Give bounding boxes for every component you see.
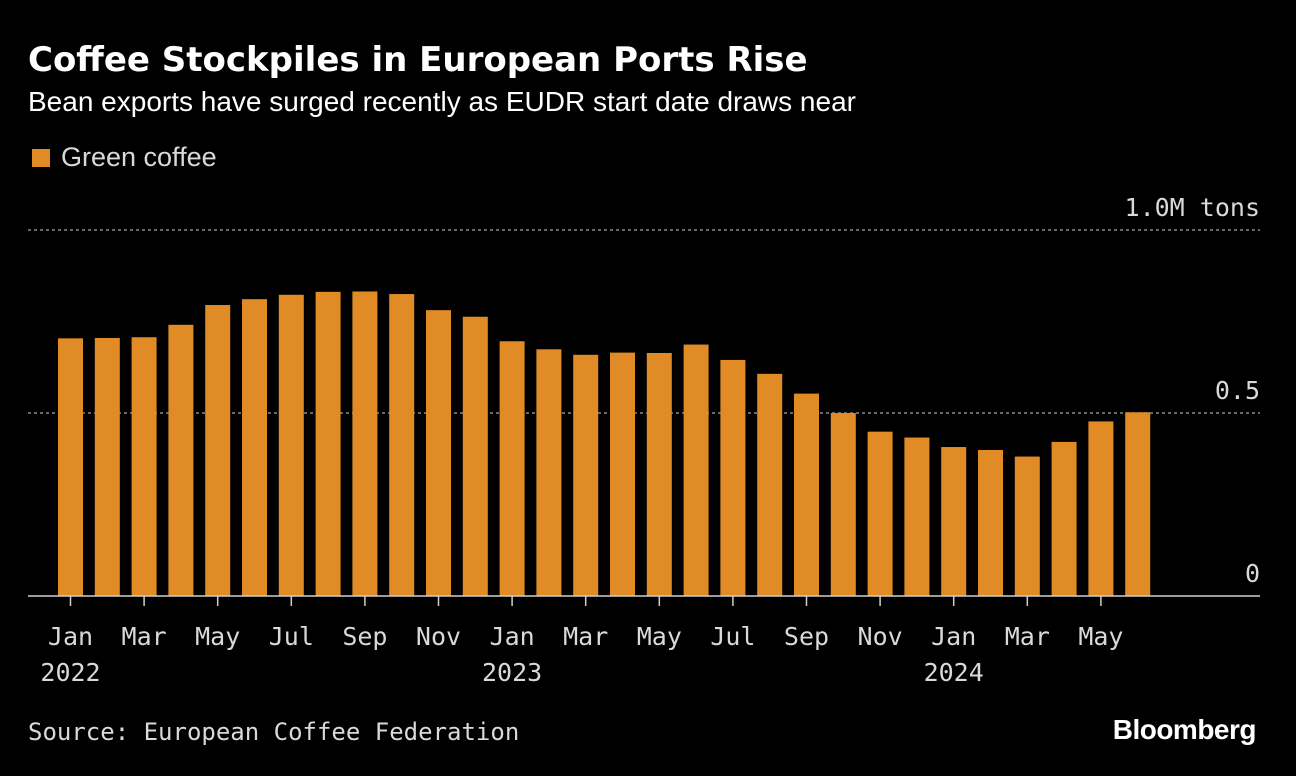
legend-label-green-coffee: Green coffee [61,142,217,172]
bar [58,338,83,596]
bar [352,291,378,596]
x-tick-label-month: May [195,622,240,651]
bar [867,431,893,596]
x-tick-label-month: Jan [931,622,976,651]
bar [426,310,451,596]
bar [646,352,672,596]
bar [573,354,599,596]
bar [205,305,231,596]
bars [58,291,1151,596]
bar [1125,412,1151,596]
bar [683,344,709,596]
y-tick-label: 1.0M tons [1125,193,1260,222]
bar [978,449,1003,596]
bar [757,373,783,596]
bar [720,359,746,596]
x-tick-label-month: Jan [490,622,535,651]
x-tick-label-month: Mar [122,622,167,651]
source-note: Source: European Coffee Federation [28,718,520,746]
x-tick-label-month: Nov [416,622,461,651]
bar [131,337,157,596]
x-tick-label-month: Mar [563,622,608,651]
bar [1088,421,1114,596]
x-tick-label-month: May [1078,622,1123,651]
legend-swatch-green-coffee [32,148,50,167]
y-tick-label: 0 [1245,559,1260,588]
bar [462,316,488,596]
bar [278,294,304,596]
x-tick-label-year: 2022 [40,658,100,687]
chart-title: Coffee Stockpiles in European Ports Rise [28,40,808,80]
bar [904,437,930,596]
bar [794,393,819,596]
bar [315,291,341,596]
x-tick-label-year: 2024 [924,658,984,687]
bar [168,324,194,596]
bar [941,447,967,596]
bloomberg-logo: Bloomberg [1112,714,1257,745]
y-axis-labels: 0 0.5 1.0M tons [1125,193,1260,588]
grid-lines [28,229,1260,414]
x-tick-label-year: 2023 [482,658,542,687]
y-tick-label: 0.5 [1215,376,1260,405]
x-tick-label-month: Jul [269,622,314,651]
x-tick-label-month: Jan [48,622,93,651]
bar [1014,456,1040,596]
bar [242,299,267,596]
x-tick-label-month: Jul [710,622,755,651]
chart-subtitle: Bean exports have surged recently as EUD… [28,86,856,117]
x-tick-label-month: May [637,622,682,651]
bar [1051,441,1077,596]
bar [830,413,856,596]
x-tick-label-month: Sep [342,622,387,651]
bar [610,352,635,596]
bar [536,349,562,596]
bar [389,294,415,596]
bar [499,341,525,596]
x-axis: Jan 2022 Mar May Jul Sep Nov Jan 2023 Mar May Jul Se… [28,595,1260,687]
x-tick-label-month: Mar [1005,622,1050,651]
x-tick-label-month: Nov [858,622,903,651]
bar [94,337,120,596]
legend: Green coffee [32,142,217,173]
x-tick-label-month: Sep [784,622,829,651]
